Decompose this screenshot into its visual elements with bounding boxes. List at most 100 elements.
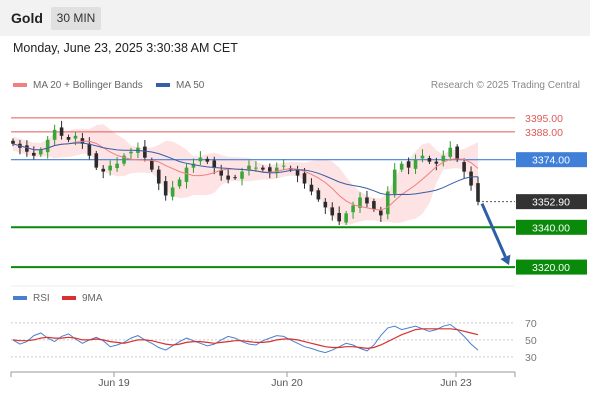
forecast-arrow-head — [500, 254, 511, 266]
x-tick-label: Jun 23 — [440, 377, 472, 389]
candle-body — [413, 159, 418, 169]
candle-body — [177, 179, 182, 187]
candle-body — [427, 158, 432, 162]
symbol-title: Gold — [11, 10, 43, 26]
timeframe-button[interactable]: 30 MIN — [51, 7, 101, 30]
candle-body — [448, 147, 453, 157]
candle-body — [94, 153, 99, 168]
candle-body — [267, 167, 272, 172]
candle-body — [11, 140, 15, 144]
current-label-box — [516, 194, 587, 210]
candle-body — [170, 187, 175, 197]
rsi-label: RSI — [33, 293, 50, 304]
legend-ma20: MA 20 + Bollinger Bands — [13, 80, 143, 91]
candle-body — [455, 146, 459, 160]
pivot-label: 3374.00 — [532, 155, 570, 167]
candle-body — [281, 165, 286, 167]
candle-body — [441, 155, 446, 162]
candle-body — [59, 127, 64, 136]
candle-body — [219, 170, 224, 176]
candle-body — [32, 152, 36, 156]
candle-body — [38, 149, 43, 155]
candle-body — [399, 163, 404, 170]
candle-body — [247, 165, 251, 171]
candle-body — [205, 158, 210, 162]
candle-body — [143, 146, 147, 158]
candle-body — [462, 162, 466, 172]
rsi-ma-swatch — [62, 296, 76, 301]
candle-body — [122, 155, 126, 164]
candle-body — [254, 167, 258, 169]
support-label-box — [516, 219, 587, 235]
candle-body — [365, 197, 369, 204]
candle-body — [108, 165, 112, 171]
candle-body — [392, 169, 397, 194]
rsi-tick-label: 50 — [525, 335, 537, 347]
candle-body — [379, 210, 383, 216]
rsi-tick-label: 30 — [525, 352, 537, 364]
resistance-label: 3395.00 — [525, 113, 563, 125]
candle-body — [184, 167, 189, 182]
candle-body — [163, 181, 168, 196]
x-tick-label: Jun 19 — [98, 377, 130, 389]
candle-body — [240, 171, 244, 179]
current-label: 3352.90 — [532, 197, 570, 209]
candle-body — [351, 205, 355, 213]
candle-body — [233, 177, 237, 179]
rsi-line — [12, 323, 479, 354]
candle-body — [101, 168, 106, 172]
ma50-line — [12, 142, 479, 196]
x-tick-label: Jun 20 — [271, 377, 303, 389]
candle-body — [344, 213, 348, 223]
candle-body — [212, 160, 217, 168]
candle-body — [73, 135, 78, 139]
support-label-box — [516, 259, 587, 275]
support-label: 3340.00 — [532, 222, 570, 234]
candle-body — [115, 163, 119, 169]
candle-body — [469, 171, 473, 186]
candle-body — [372, 201, 376, 210]
candle-body — [198, 157, 203, 162]
legend-ma50: MA 50 — [156, 80, 204, 91]
candle-body — [316, 190, 321, 200]
rsi-tick-label: 70 — [525, 318, 537, 330]
datetime-label: Monday, June 23, 2025 3:30:38 AM CET — [13, 41, 238, 55]
candle-body — [87, 143, 92, 156]
candle-body — [358, 197, 362, 208]
candle-body — [156, 169, 161, 184]
candle-body — [337, 212, 341, 222]
candle-body — [129, 151, 133, 154]
rsi-ma-line — [12, 328, 479, 350]
candle-body — [52, 129, 57, 140]
resistance-label: 3388.00 — [525, 127, 563, 139]
candle-body — [295, 169, 300, 176]
candle-body — [476, 183, 480, 202]
candle-body — [25, 145, 29, 152]
candle-body — [309, 184, 314, 192]
candle-body — [45, 139, 50, 153]
ma50-swatch — [156, 83, 170, 88]
legend-rsi-ma: 9MA — [62, 293, 103, 304]
candle-body — [385, 191, 390, 215]
support-label: 3320.00 — [532, 262, 570, 274]
candle-body — [330, 207, 335, 216]
legend-rsi: RSI — [13, 293, 50, 304]
ma20-label: MA 20 + Bollinger Bands — [33, 80, 143, 91]
rsi-swatch — [13, 296, 27, 301]
candle-body — [191, 163, 196, 168]
candle-body — [226, 175, 230, 180]
ma20-swatch — [13, 83, 27, 88]
pivot-label-box — [516, 152, 587, 168]
candle-body — [434, 161, 439, 164]
credit-text: Research © 2025 Trading Central — [430, 80, 580, 91]
candle-body — [274, 167, 279, 173]
candle-body — [66, 136, 71, 140]
candle-body — [302, 173, 307, 184]
forecast-arrow-shaft — [480, 203, 507, 258]
rsi-ma-label: 9MA — [82, 293, 103, 304]
candle-body — [323, 201, 328, 208]
candle-body — [406, 161, 411, 168]
candle-body — [420, 155, 425, 159]
chart-header: Gold 30 MIN — [0, 0, 590, 38]
